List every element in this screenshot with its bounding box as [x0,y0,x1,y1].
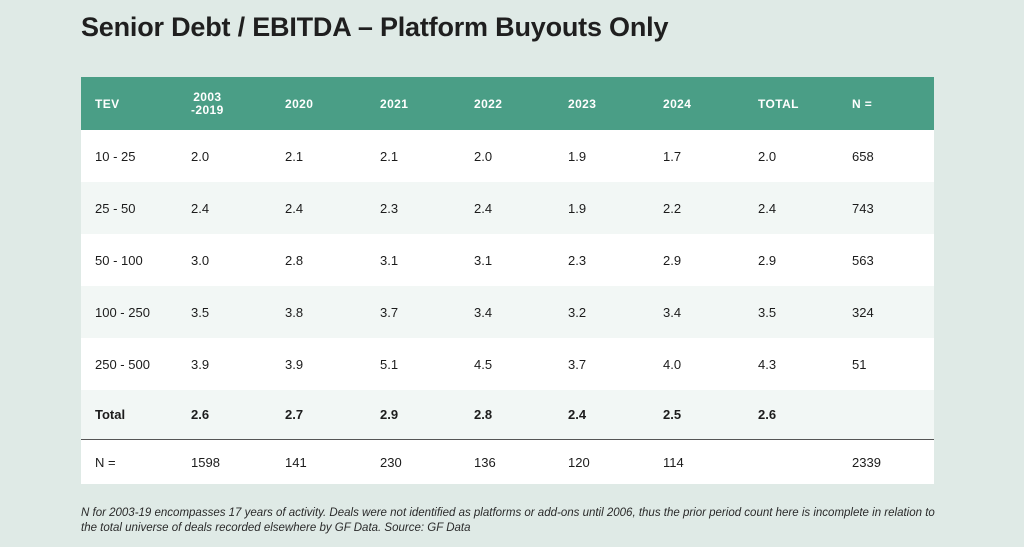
table-cell: 2.7 [285,407,304,422]
table-cell: 4.5 [474,356,493,372]
header-2022: 2022 [474,96,503,111]
table-cell: 10 - 25 [95,148,136,164]
table-cell: 3.5 [191,304,210,320]
table-cell: 2.4 [285,200,304,216]
table-cell: 3.7 [380,304,399,320]
table-cell: 2.0 [474,148,493,164]
table-cell: 3.1 [380,252,399,268]
table-cell: 4.3 [758,356,777,372]
table-cell: 2.6 [758,407,777,422]
table-cell: 2.8 [474,407,493,422]
table-cell: 2.3 [568,252,587,268]
table-cell: 100 - 250 [95,304,150,320]
header-n: N = [852,96,873,111]
data-table: TEV 2003 -2019 2020 2021 2022 2023 2024 … [81,77,934,484]
table-cell: 3.5 [758,304,777,320]
table-cell: 50 - 100 [95,252,143,268]
table-cell: 2.9 [663,252,682,268]
table-row: 50 - 100 3.0 2.8 3.1 3.1 2.3 2.9 2.9 563 [81,234,934,286]
table-row: 250 - 500 3.9 3.9 5.1 4.5 3.7 4.0 4.3 51 [81,338,934,390]
table-n-row: N = 1598 141 230 136 120 114 2339 [81,440,934,484]
table-cell: 2.1 [285,148,304,164]
header-2003-2019: 2003 -2019 [191,77,224,130]
table-cell: 120 [568,454,590,470]
n-label: N = [95,454,116,470]
header-2024: 2024 [663,96,692,111]
table-cell: 3.0 [191,252,210,268]
table-cell: 3.1 [474,252,493,268]
table-cell: 2.8 [285,252,304,268]
table-cell: 658 [852,148,874,164]
table-cell: 1598 [191,454,220,470]
table-cell: 2.0 [758,148,777,164]
table-cell: 25 - 50 [95,200,136,216]
table-cell: 250 - 500 [95,356,150,372]
table-cell: 2.6 [191,407,210,422]
table-cell: 2.5 [663,407,682,422]
table-row: 10 - 25 2.0 2.1 2.1 2.0 1.9 1.7 2.0 658 [81,130,934,182]
table-cell: 743 [852,200,874,216]
table-cell: 2.4 [568,407,587,422]
table-row: 100 - 250 3.5 3.8 3.7 3.4 3.2 3.4 3.5 32… [81,286,934,338]
table-cell: 2339 [852,454,881,470]
table-cell: 324 [852,304,874,320]
table-cell: 136 [474,454,496,470]
table-cell: 2.2 [663,200,682,216]
table-cell: 5.1 [380,356,399,372]
table-cell: 563 [852,252,874,268]
header-2003-2019-line1: 2003 [193,89,222,104]
table-cell: 3.4 [663,304,682,320]
table-total-row: Total 2.6 2.7 2.9 2.8 2.4 2.5 2.6 [81,390,934,440]
table-cell: 2.1 [380,148,399,164]
table-cell: 51 [852,356,867,372]
table-cell: 2.4 [758,200,777,216]
table-cell: 2.3 [380,200,399,216]
table-cell: 3.2 [568,304,587,320]
header-total: TOTAL [758,96,799,111]
total-label: Total [95,407,126,422]
table-cell: 2.0 [191,148,210,164]
table-cell: 1.7 [663,148,682,164]
table-cell: 2.4 [191,200,210,216]
header-2021: 2021 [380,96,409,111]
table-cell: 3.7 [568,356,587,372]
table-cell: 2.9 [380,407,399,422]
table-cell: 3.9 [191,356,210,372]
table-cell: 141 [285,454,307,470]
table-cell: 3.4 [474,304,493,320]
header-2020: 2020 [285,96,314,111]
table-cell: 1.9 [568,200,587,216]
table-cell: 4.0 [663,356,682,372]
header-2023: 2023 [568,96,597,111]
footnote: N for 2003-19 encompasses 17 years of ac… [81,507,935,534]
table-cell: 1.9 [568,148,587,164]
table-header-row: TEV 2003 -2019 2020 2021 2022 2023 2024 … [81,77,934,130]
table-cell: 3.8 [285,304,304,320]
table-row: 25 - 50 2.4 2.4 2.3 2.4 1.9 2.2 2.4 743 [81,182,934,234]
table-cell: 2.4 [474,200,493,216]
page-title: Senior Debt / EBITDA – Platform Buyouts … [81,12,669,42]
table-cell: 230 [380,454,402,470]
header-2003-2019-line2: -2019 [191,102,224,117]
table-cell: 2.9 [758,252,777,268]
header-tev: TEV [95,96,120,111]
table-cell: 3.9 [285,356,304,372]
table-cell: 114 [663,454,684,470]
